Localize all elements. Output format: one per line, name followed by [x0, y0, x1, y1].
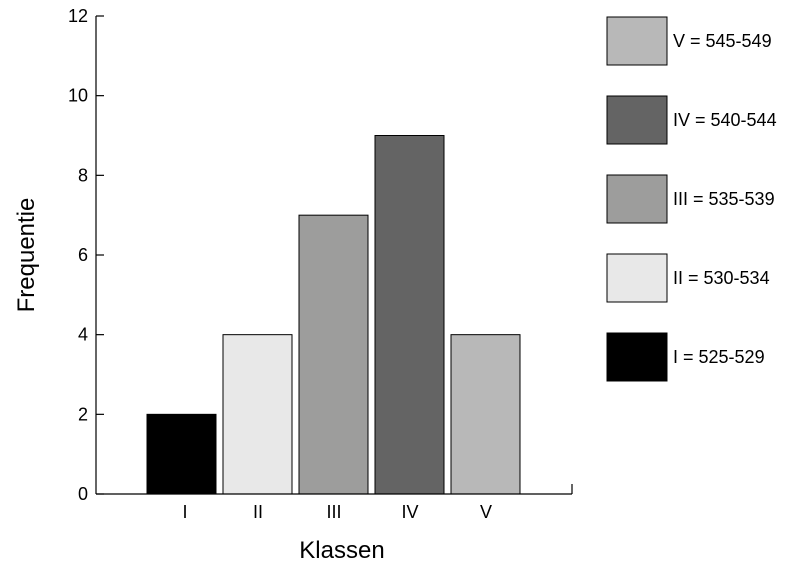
legend-swatch [606, 174, 668, 224]
y-axis-ticks: 0 2 4 6 8 10 12 [68, 6, 104, 504]
legend-label: II = 530-534 [673, 268, 770, 288]
legend-swatch [606, 16, 668, 66]
x-axis-title: Klassen [299, 537, 384, 562]
y-tick-label: 8 [78, 165, 88, 185]
y-tick-label: 10 [68, 86, 88, 106]
legend: V = 545-549 IV = 540-544 III = 535-539 II =… [606, 16, 777, 382]
legend-label: V = 545-549 [673, 31, 772, 51]
legend-swatch [606, 95, 668, 145]
x-tick-label: IV [401, 502, 418, 522]
bar-v [450, 334, 521, 495]
legend-label: III = 535-539 [673, 189, 775, 209]
bars [146, 135, 521, 495]
x-tick-label: III [326, 502, 341, 522]
axes [95, 16, 573, 495]
x-axis-ticks: I II III IV V [182, 502, 492, 522]
bar-ii [222, 334, 293, 495]
bar-iv [374, 135, 445, 495]
y-tick-label: 4 [78, 325, 88, 345]
x-tick-label: V [480, 502, 492, 522]
legend-swatch [606, 253, 668, 303]
y-tick-label: 0 [78, 484, 88, 504]
y-tick-label: 2 [78, 404, 88, 424]
x-tick-label: I [182, 502, 187, 522]
y-tick-label: 6 [78, 245, 88, 265]
bar-i [146, 413, 217, 495]
bar-iii [298, 214, 369, 495]
x-tick-label: II [253, 502, 263, 522]
legend-swatch [606, 332, 668, 382]
legend-label: I = 525-529 [673, 347, 765, 367]
legend-label: IV = 540-544 [673, 110, 777, 130]
y-axis-title: Frequentie [13, 198, 40, 313]
y-tick-label: 12 [68, 6, 88, 26]
